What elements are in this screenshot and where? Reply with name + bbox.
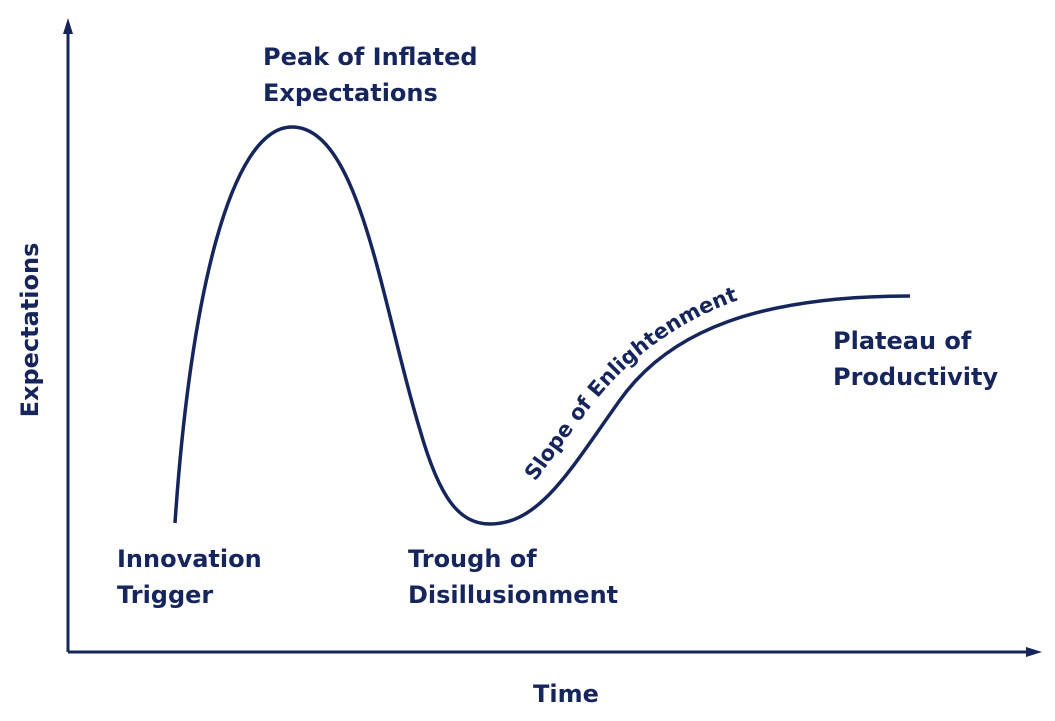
hype-curve: [173, 125, 911, 526]
x-axis-label: Time: [533, 680, 599, 708]
phase-label: Trough of Disillusionment: [408, 545, 618, 609]
phase-label: Slope of Enlightenment: [520, 282, 740, 485]
phase-label-line: Peak of Inflated: [263, 43, 478, 71]
phase-label-line: Expectations: [263, 79, 438, 107]
axes: [63, 18, 1042, 657]
phase-label-line: Productivity: [833, 363, 998, 391]
phase-label: Peak of Inflated Expectations: [263, 43, 486, 107]
phase-label: Plateau of Productivity: [833, 327, 998, 391]
phase-label-line: Trough of: [408, 545, 537, 573]
phase-label-line: Trigger: [117, 581, 213, 609]
x-axis-arrow: [1026, 647, 1042, 657]
phase-label-line: Plateau of: [833, 327, 972, 355]
phase-label-line: Disillusionment: [408, 581, 618, 609]
y-axis-arrow: [63, 18, 73, 34]
phase-label-line: Innovation: [117, 545, 262, 573]
y-axis-label: Expectations: [16, 243, 44, 418]
phase-label: Innovation Trigger: [117, 545, 270, 609]
phase-label-line: Slope of Enlightenment: [520, 282, 740, 485]
